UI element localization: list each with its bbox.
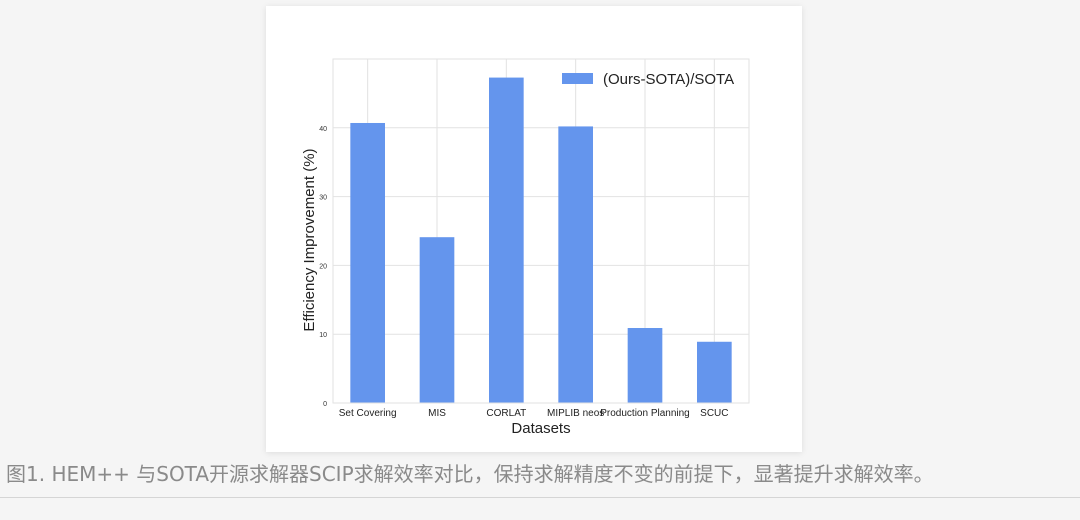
x-tick-label: CORLAT (486, 408, 526, 419)
y-tick-label: 10 (319, 332, 327, 339)
x-tick-label: MIPLIB neos (547, 408, 604, 419)
bar (489, 77, 524, 404)
x-tick-label: Set Covering (339, 408, 397, 419)
bar (627, 328, 663, 403)
chart-card: 0 10 20 30 40 Set Covering MIS CORLAT MIPLIB ne… (266, 6, 802, 452)
x-tick-label: SCUC (700, 408, 728, 419)
y-ticks: 0 10 20 30 40 (319, 126, 327, 408)
bar-chart: 0 10 20 30 40 Set Covering MIS CORLAT MIPLIB ne… (301, 58, 750, 437)
y-axis-label: Efficiency Improvement (%) (301, 148, 318, 331)
legend-label: (Ours-SOTA)/SOTA (603, 71, 734, 88)
plot-frame (332, 58, 750, 404)
legend-swatch (562, 73, 593, 84)
bar (558, 126, 593, 403)
y-tick-label: 40 (319, 126, 327, 133)
y-tick-label: 0 (323, 401, 327, 408)
x-ticks: Set Covering MIS CORLAT MIPLIB neosProducti… (339, 408, 729, 419)
y-tick-label: 20 (319, 263, 327, 270)
bar (697, 341, 732, 403)
bar (419, 237, 455, 403)
bars (350, 77, 732, 404)
x-tick-label: Production Planning (600, 408, 690, 419)
y-tick-label: 30 (319, 195, 327, 202)
bar (350, 122, 385, 403)
figure-caption: 图1. HEM++ 与SOTA开源求解器SCIP求解效率对比，保持求解精度不变的… (6, 462, 934, 486)
grid (333, 59, 749, 404)
legend: (Ours-SOTA)/SOTA (562, 71, 734, 88)
x-axis-label: Datasets (511, 420, 570, 437)
x-tick-label: MIS (428, 408, 446, 419)
divider (0, 497, 1080, 498)
